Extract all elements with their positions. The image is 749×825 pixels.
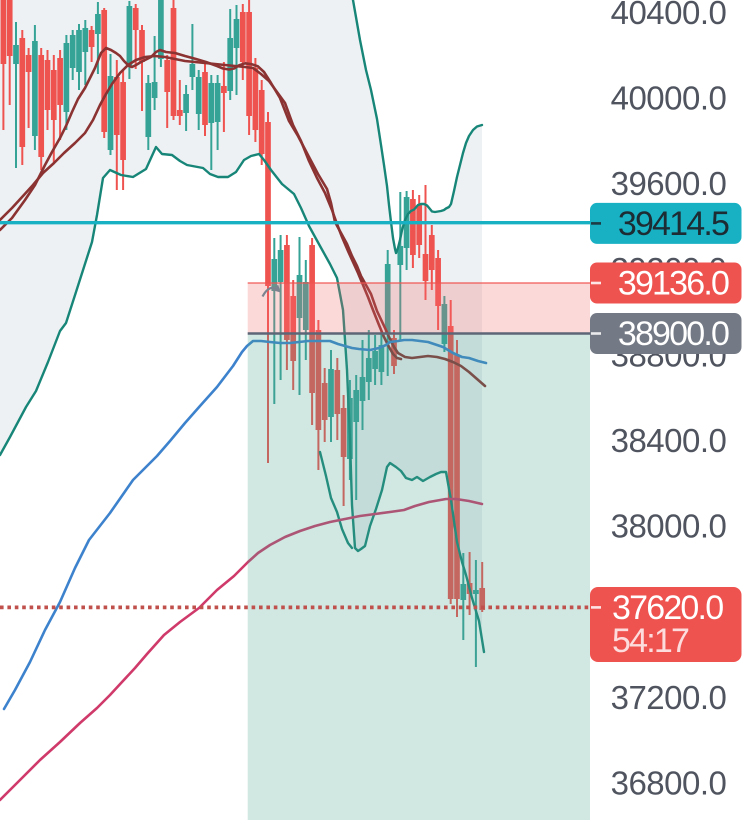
svg-text:54:17: 54:17	[612, 622, 689, 660]
svg-text:37200.0: 37200.0	[611, 679, 727, 716]
svg-text:38400.0: 38400.0	[611, 422, 727, 459]
svg-text:37620.0: 37620.0	[612, 589, 723, 627]
svg-text:39136.0: 39136.0	[618, 265, 729, 303]
svg-text:39414.5: 39414.5	[618, 205, 729, 243]
svg-text:36800.0: 36800.0	[611, 764, 727, 801]
svg-text:38000.0: 38000.0	[611, 508, 727, 545]
svg-text:40400.0: 40400.0	[611, 0, 727, 31]
svg-text:39600.0: 39600.0	[611, 165, 727, 202]
svg-text:38900.0: 38900.0	[618, 315, 729, 353]
svg-text:40000.0: 40000.0	[611, 80, 727, 117]
